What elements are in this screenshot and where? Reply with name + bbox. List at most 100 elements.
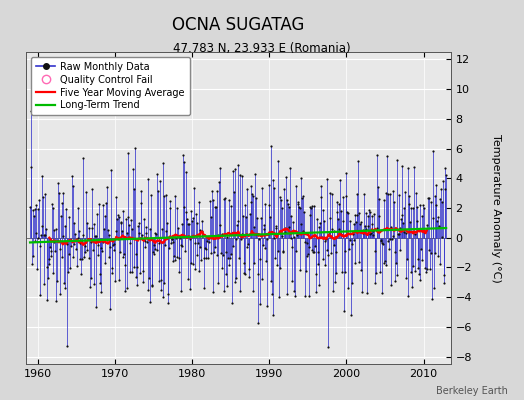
Point <box>350 237 358 243</box>
Point <box>70 220 79 226</box>
Point <box>56 291 64 298</box>
Point <box>26 204 34 210</box>
Point <box>399 220 407 226</box>
Point <box>206 214 215 220</box>
Point <box>209 197 217 204</box>
Point <box>126 240 135 246</box>
Point <box>147 192 155 198</box>
Point <box>291 248 300 254</box>
Point <box>183 216 191 222</box>
Point <box>46 244 54 250</box>
Point <box>348 231 357 238</box>
Point <box>202 255 211 262</box>
Point <box>272 224 280 231</box>
Point <box>314 249 322 256</box>
Point <box>430 250 439 256</box>
Point <box>47 248 56 254</box>
Point <box>358 289 366 295</box>
Point <box>164 291 172 297</box>
Point <box>228 168 237 174</box>
Point <box>392 260 400 267</box>
Point <box>394 231 402 238</box>
Point <box>161 242 169 248</box>
Point <box>308 203 316 209</box>
Point <box>387 224 395 230</box>
Point <box>259 222 268 228</box>
Point <box>307 205 315 212</box>
Point <box>57 212 65 219</box>
Point <box>227 250 236 257</box>
Point <box>275 294 283 300</box>
Point <box>84 236 92 242</box>
Point <box>296 204 304 211</box>
Point <box>387 282 396 288</box>
Point <box>102 184 111 190</box>
Point <box>36 242 44 249</box>
Point <box>101 213 109 219</box>
Point <box>277 204 286 211</box>
Point <box>369 228 378 234</box>
Point <box>348 280 356 286</box>
Point <box>373 152 381 158</box>
Point <box>416 276 424 283</box>
Point <box>122 285 130 292</box>
Point <box>237 173 246 179</box>
Point <box>155 278 163 284</box>
Point <box>107 269 116 276</box>
Point <box>276 265 285 272</box>
Point <box>268 290 276 297</box>
Point <box>441 165 450 171</box>
Point <box>215 179 223 186</box>
Point <box>96 280 104 286</box>
Point <box>236 288 245 294</box>
Point <box>403 256 411 262</box>
Point <box>134 223 143 229</box>
Point <box>187 208 195 214</box>
Point <box>29 207 38 213</box>
Point <box>374 183 382 190</box>
Point <box>419 202 427 209</box>
Point <box>379 260 388 266</box>
Point <box>232 275 241 282</box>
Point <box>51 248 59 254</box>
Point <box>440 280 448 286</box>
Point <box>123 230 132 237</box>
Point <box>250 260 259 266</box>
Point <box>79 155 87 162</box>
Point <box>118 228 126 234</box>
Point <box>224 255 232 262</box>
Point <box>315 282 324 288</box>
Point <box>182 168 191 175</box>
Point <box>346 218 355 224</box>
Point <box>370 248 379 254</box>
Point <box>334 215 342 222</box>
Point <box>282 291 291 297</box>
Point <box>382 262 390 268</box>
Point <box>37 232 45 238</box>
Point <box>157 286 166 293</box>
Point <box>397 216 406 223</box>
Point <box>325 190 334 196</box>
Point <box>104 254 113 260</box>
Point <box>395 192 403 198</box>
Point <box>300 209 308 216</box>
Point <box>115 214 124 221</box>
Point <box>301 239 310 246</box>
Point <box>302 240 311 246</box>
Point <box>78 255 86 262</box>
Point <box>41 191 50 197</box>
Point <box>342 170 350 176</box>
Point <box>384 238 392 245</box>
Point <box>264 230 272 237</box>
Point <box>398 163 407 170</box>
Point <box>86 284 94 290</box>
Point <box>389 233 397 239</box>
Point <box>260 201 269 208</box>
Point <box>67 237 75 243</box>
Point <box>48 201 56 208</box>
Point <box>55 190 63 197</box>
Point <box>99 239 107 246</box>
Point <box>160 193 168 199</box>
Point <box>289 219 297 226</box>
Point <box>137 200 146 206</box>
